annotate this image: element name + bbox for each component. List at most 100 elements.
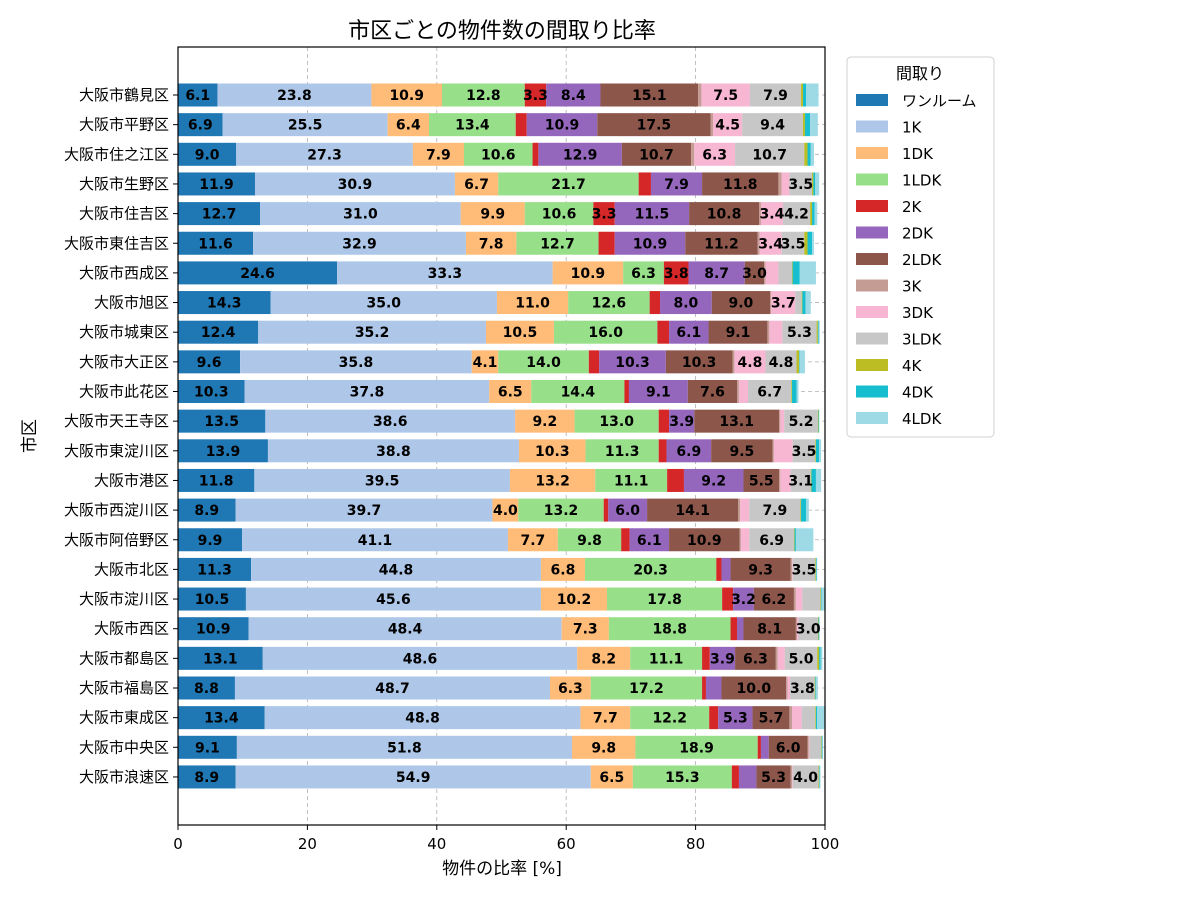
y-tick-label: 大阪市城東区	[79, 323, 169, 341]
bar-segment	[234, 676, 551, 700]
bar-value-label: 16.0	[588, 325, 623, 341]
bar-segment	[801, 291, 803, 315]
bar-segment	[270, 291, 497, 315]
bar-value-label: 37.8	[350, 385, 385, 401]
bar-value-label: 3.9	[710, 651, 735, 667]
bar-segment	[711, 291, 771, 315]
bar-segment	[412, 142, 464, 166]
bar-segment	[735, 142, 805, 166]
bar-value-label: 35.2	[355, 325, 390, 341]
bar-value-label: 5.2	[789, 414, 814, 430]
bar-value-label: 18.8	[652, 622, 687, 638]
bar-segment	[721, 557, 731, 581]
bar-segment	[812, 172, 814, 196]
bar-segment	[811, 468, 816, 492]
bar-segment	[784, 409, 818, 433]
bar-segment	[780, 409, 785, 433]
legend-swatch	[856, 173, 888, 186]
bar-segment	[222, 113, 388, 137]
bar-segment	[711, 439, 773, 463]
bar-value-label: 11.2	[704, 236, 739, 252]
bar-value-label: 6.7	[464, 177, 489, 193]
bar-segment	[815, 439, 820, 463]
bar-segment	[248, 617, 562, 641]
bar-value-label: 10.5	[503, 325, 538, 341]
bar-value-label: 5.3	[723, 711, 748, 727]
bar-segment	[267, 439, 519, 463]
bar-segment	[709, 706, 719, 730]
bar-value-label: 6.3	[702, 147, 727, 163]
bar-value-label: 14.3	[207, 296, 242, 312]
legend-label: 2DK	[902, 225, 934, 243]
bar-segment	[178, 380, 245, 403]
legend-label: 2LDK	[902, 251, 942, 269]
y-tick-label: 大阪市淀川区	[79, 590, 169, 608]
bar-segment	[790, 676, 815, 700]
bar-segment	[710, 113, 714, 137]
bar-segment	[737, 380, 739, 403]
bar-segment	[371, 83, 442, 107]
bar-segment	[810, 113, 818, 137]
legend-label: 1DK	[902, 145, 934, 163]
bar-segment	[574, 409, 659, 433]
bar-segment	[779, 409, 781, 433]
legend-swatch	[856, 147, 888, 159]
bar-segment	[821, 587, 822, 611]
bar-value-label: 39.7	[347, 503, 382, 519]
bar-value-label: 30.9	[338, 177, 373, 193]
bar-value-label: 10.2	[557, 592, 592, 608]
bar-segment	[178, 320, 259, 344]
bar-value-label: 8.9	[194, 503, 219, 519]
bar-value-label: 9.4	[760, 118, 785, 134]
bar-segment	[595, 468, 668, 492]
bar-value-label: 10.3	[194, 385, 229, 401]
bar-segment	[608, 498, 648, 522]
bar-segment	[178, 350, 241, 374]
bar-value-label: 10.3	[615, 355, 650, 371]
bar-segment	[798, 617, 818, 641]
bar-segment	[749, 528, 794, 552]
bar-segment	[524, 83, 547, 107]
bar-segment	[647, 498, 739, 522]
bar-segment	[812, 231, 815, 255]
legend-label: 3DK	[902, 304, 934, 322]
legend-swatch	[856, 332, 888, 345]
bar-segment	[760, 202, 783, 226]
bar-segment	[178, 172, 255, 196]
bar-segment	[498, 172, 639, 196]
bar-segment	[749, 498, 801, 522]
bar-segment	[740, 528, 750, 552]
bar-segment	[793, 528, 795, 552]
bar-segment	[178, 617, 249, 641]
bar-value-label: 10.9	[196, 622, 231, 638]
bar-value-label: 3.3	[592, 207, 617, 223]
bar-value-label: 9.6	[197, 355, 222, 371]
bar-segment	[694, 409, 780, 433]
bar-segment	[802, 291, 806, 315]
bar-value-label: 9.3	[748, 562, 773, 578]
x-axis-title: 物件の比率 [%]	[442, 859, 562, 879]
bar-value-label: 12.4	[201, 325, 236, 341]
bar-segment	[713, 113, 743, 137]
bar-value-label: 17.2	[629, 681, 664, 697]
bar-segment	[767, 320, 770, 344]
bars	[178, 83, 826, 789]
bar-value-label: 9.9	[198, 533, 223, 549]
bar-segment	[258, 320, 486, 344]
bar-value-label: 7.6	[700, 385, 725, 401]
bar-segment	[815, 676, 818, 700]
bar-segment	[614, 202, 690, 226]
bar-value-label: 35.8	[339, 355, 374, 371]
bar-segment	[245, 587, 541, 611]
bar-value-label: 7.5	[713, 88, 738, 104]
bar-segment	[518, 498, 604, 522]
bar-segment	[820, 587, 822, 611]
bar-value-label: 48.8	[405, 711, 440, 727]
bar-segment	[795, 291, 802, 315]
bar-value-label: 7.9	[664, 177, 689, 193]
bar-segment	[801, 498, 807, 522]
bar-value-label: 6.0	[776, 740, 801, 756]
x-tick-label: 100	[811, 835, 840, 853]
bar-value-label: 12.6	[592, 296, 627, 312]
bar-value-label: 38.8	[376, 444, 411, 460]
